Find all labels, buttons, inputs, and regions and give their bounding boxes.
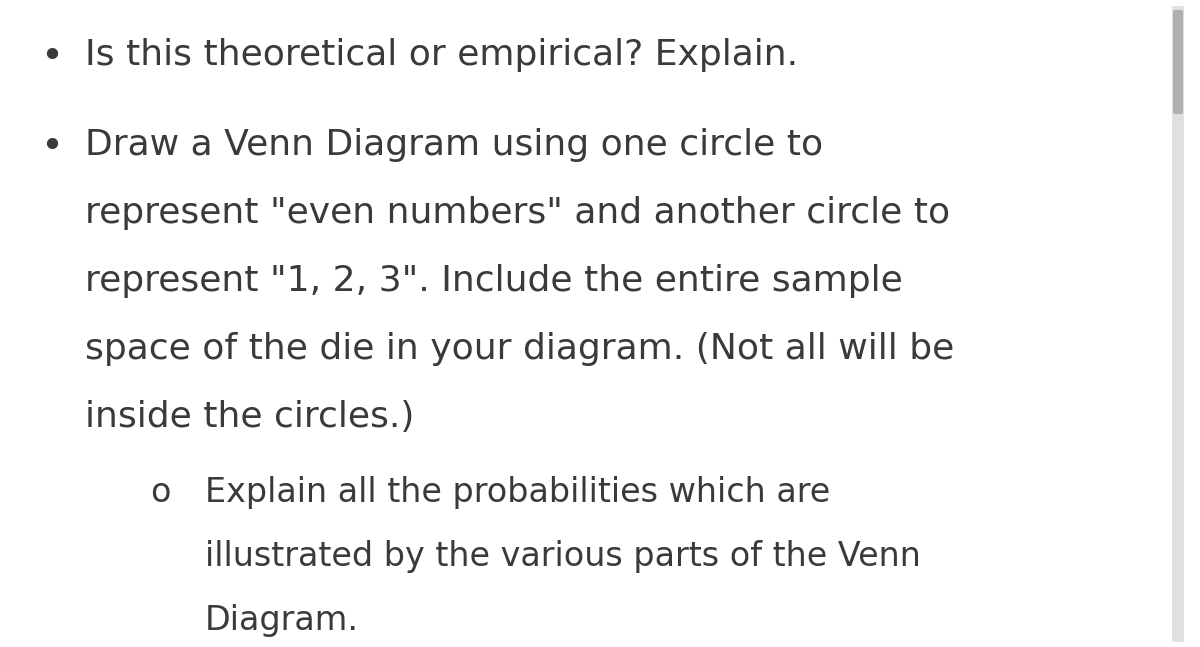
- Text: Diagram.: Diagram.: [205, 604, 359, 637]
- Text: Is this theoretical or empirical? Explain.: Is this theoretical or empirical? Explai…: [85, 38, 798, 72]
- Text: Draw a Venn Diagram using one circle to: Draw a Venn Diagram using one circle to: [85, 128, 823, 162]
- Text: inside the circles.): inside the circles.): [85, 400, 414, 434]
- Text: space of the die in your diagram. (Not all will be: space of the die in your diagram. (Not a…: [85, 332, 954, 366]
- Text: •: •: [41, 38, 64, 76]
- Text: represent "1, 2, 3". Include the entire sample: represent "1, 2, 3". Include the entire …: [85, 264, 902, 298]
- Text: o: o: [150, 476, 170, 509]
- FancyBboxPatch shape: [1174, 10, 1183, 114]
- Text: Explain all the probabilities which are: Explain all the probabilities which are: [205, 476, 830, 509]
- Text: illustrated by the various parts of the Venn: illustrated by the various parts of the …: [205, 540, 920, 573]
- Text: •: •: [41, 128, 64, 166]
- FancyBboxPatch shape: [1172, 6, 1184, 642]
- Text: represent "even numbers" and another circle to: represent "even numbers" and another cir…: [85, 196, 950, 230]
